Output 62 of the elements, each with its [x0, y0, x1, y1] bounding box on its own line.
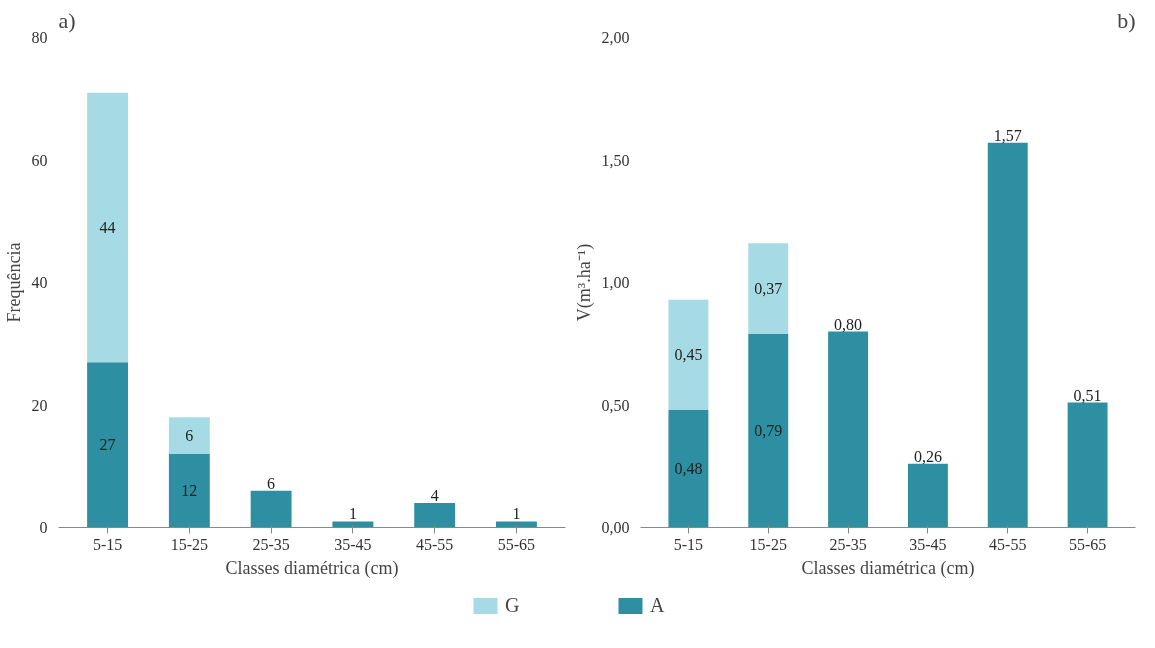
bar	[87, 362, 129, 528]
bar	[907, 463, 948, 528]
bar	[495, 521, 537, 528]
data-label: 44	[99, 218, 116, 236]
data-label: 1	[348, 505, 357, 523]
x-tick-label: 25-35	[829, 535, 867, 553]
data-label: 0,79	[754, 422, 783, 440]
data-label: 12	[181, 482, 198, 500]
y-tick-label: 80	[31, 29, 48, 46]
bar	[168, 417, 210, 454]
x-tick-label: 25-35	[252, 535, 290, 553]
legend-label: G	[505, 593, 521, 617]
data-label: 0,51	[1073, 386, 1102, 404]
data-label: 27	[99, 436, 116, 454]
data-label: 0,48	[674, 460, 703, 478]
y-tick-label: 2,00	[601, 29, 630, 46]
data-label: 0,26	[913, 447, 942, 465]
y-tick-label: 60	[31, 151, 48, 169]
data-label: 0,80	[834, 315, 863, 333]
data-label: 1,57	[993, 126, 1022, 144]
data-label: 0,37	[754, 280, 783, 298]
x-axis-title: Classes diamétrica (cm)	[225, 557, 399, 579]
y-tick-label: 1,00	[601, 274, 630, 291]
x-tick-label: 55-65	[497, 535, 536, 553]
data-label: 6	[267, 474, 276, 492]
data-label: 6	[185, 427, 194, 445]
bar	[1067, 402, 1108, 528]
y-tick-label: 40	[31, 274, 48, 291]
bar	[748, 243, 789, 334]
x-tick-label: 45-55	[989, 535, 1027, 553]
bar	[168, 454, 210, 528]
data-label: 1	[512, 505, 521, 523]
data-label: 4	[430, 487, 439, 504]
y-tick-label: 1,50	[601, 151, 630, 169]
x-tick-label: 5-15	[673, 535, 704, 553]
x-tick-label: 35-45	[334, 535, 372, 553]
bar	[668, 409, 709, 528]
data-label: 0,45	[674, 346, 703, 364]
x-tick-label: 55-65	[1068, 535, 1107, 553]
bar	[414, 503, 456, 528]
y-axis-title: Frequência	[3, 242, 24, 323]
y-tick-label: 20	[31, 396, 48, 414]
bar	[250, 490, 292, 528]
x-tick-label: 15-25	[170, 535, 208, 553]
y-tick-label: 0,50	[601, 396, 630, 414]
x-axis-title: Classes diamétrica (cm)	[801, 557, 975, 579]
x-tick-label: 35-45	[909, 535, 947, 553]
text: a)	[58, 7, 76, 33]
x-tick-label: 45-55	[416, 535, 454, 553]
bar	[87, 92, 129, 363]
bar	[828, 331, 869, 528]
bar	[332, 521, 374, 528]
text: b)	[1117, 7, 1136, 33]
y-axis-title: V(m³.ha⁻¹)	[573, 243, 595, 322]
y-tick-label: 0	[39, 519, 48, 536]
bar	[668, 299, 709, 410]
x-tick-label: 15-25	[749, 535, 787, 553]
bar	[748, 333, 789, 528]
legend-label: A	[650, 593, 666, 617]
y-tick-label: 0,00	[601, 519, 630, 536]
bar	[987, 142, 1028, 528]
x-tick-label: 5-15	[92, 535, 123, 553]
